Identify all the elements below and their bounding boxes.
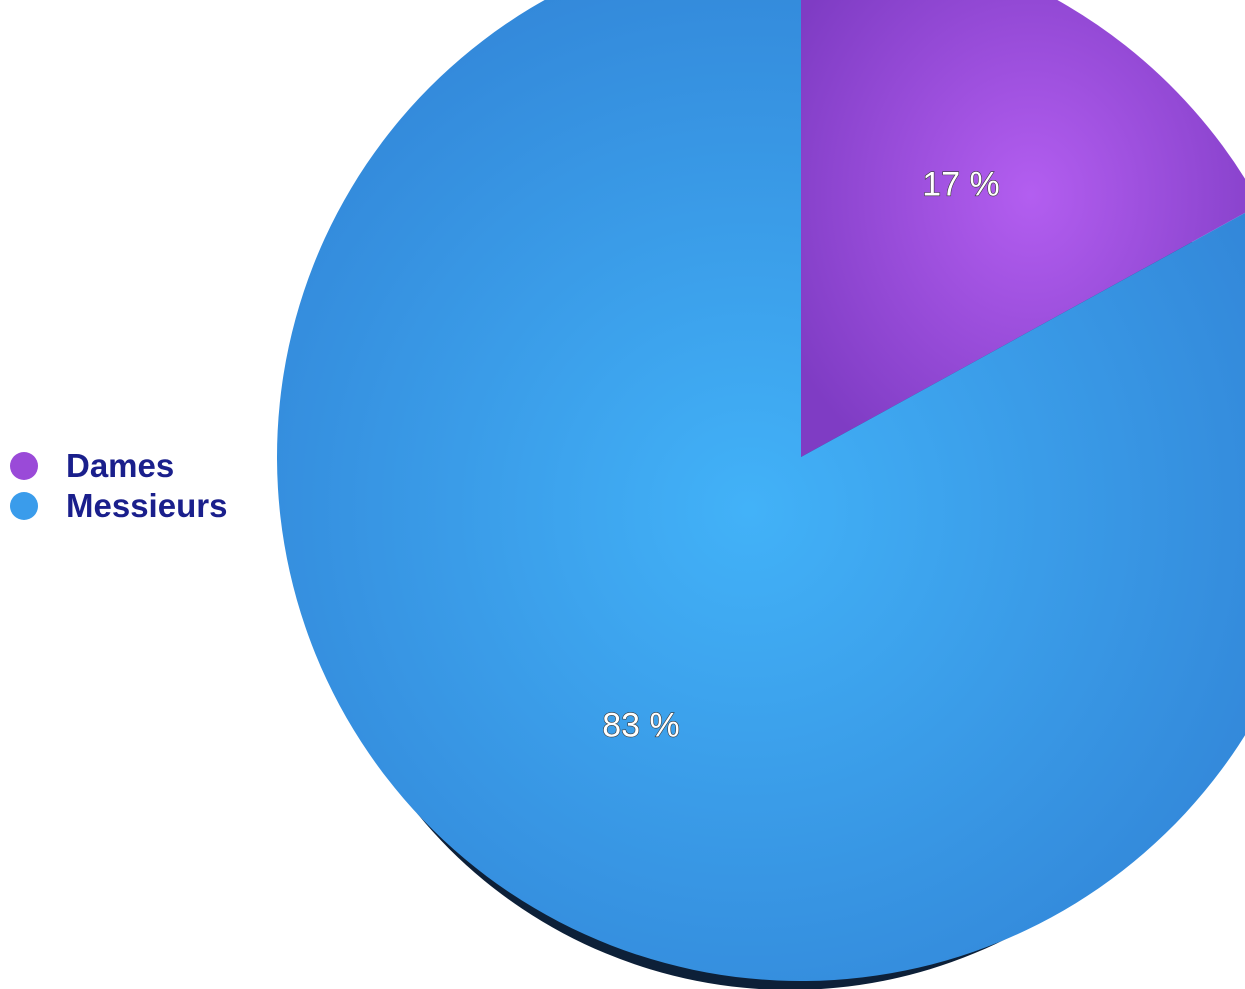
pie-slices bbox=[277, 0, 1245, 981]
legend-label-messieurs: Messieurs bbox=[66, 487, 228, 524]
legend-item-dames: Dames bbox=[10, 446, 227, 486]
legend: Dames Messieurs bbox=[10, 446, 227, 526]
pie-data-labels: 17 % 83 % bbox=[602, 165, 1001, 745]
legend-item-messieurs: Messieurs bbox=[10, 486, 227, 526]
pie-slice-dames bbox=[801, 0, 1245, 457]
data-label-messieurs: 83 % bbox=[602, 707, 680, 745]
data-label-dames: 17 % bbox=[922, 165, 1000, 203]
pie-slice-messieurs bbox=[277, 0, 1245, 981]
legend-label-dames: Dames bbox=[66, 447, 175, 484]
legend-swatch-messieurs bbox=[10, 492, 38, 520]
legend-swatch-dames bbox=[10, 452, 38, 480]
